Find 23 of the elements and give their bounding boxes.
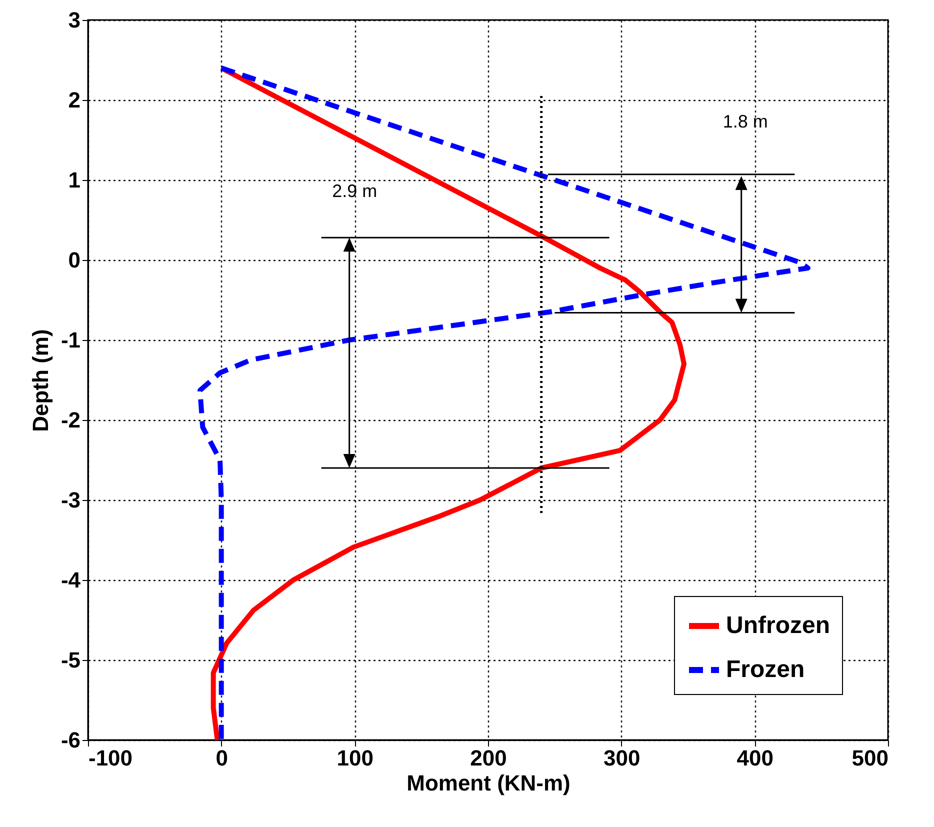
y-tick-label: -1	[60, 328, 80, 352]
x-tick-label: -100	[88, 746, 133, 770]
x-tick-label: 400	[736, 746, 774, 770]
y-tick-label: 2	[68, 88, 80, 112]
x-tick-label: 100	[336, 746, 374, 770]
y-tick-label: 0	[68, 248, 80, 272]
y-tick-label: -5	[60, 648, 80, 672]
x-axis-title: Moment (KN-m)	[406, 770, 570, 796]
y-tick-label: -3	[60, 488, 80, 512]
annotation: 1.8 m	[722, 111, 768, 132]
x-tick-label: 0	[216, 746, 228, 770]
x-tick-label: 300	[603, 746, 640, 770]
annotation: 2.9 m	[332, 181, 378, 201]
y-tick-label: 1	[68, 168, 80, 192]
y-tick-label: 3	[68, 8, 80, 32]
y-axis-title: Depth (m)	[28, 329, 53, 432]
x-tick-label: 500	[852, 746, 888, 770]
legend-label: Unfrozen	[726, 612, 830, 639]
x-tick-label: 200	[470, 746, 507, 770]
y-tick-label: -4	[60, 568, 82, 592]
y-tick-label: -6	[60, 728, 80, 752]
legend-label: Frozen	[726, 656, 805, 683]
y-tick-label: -2	[60, 408, 80, 432]
